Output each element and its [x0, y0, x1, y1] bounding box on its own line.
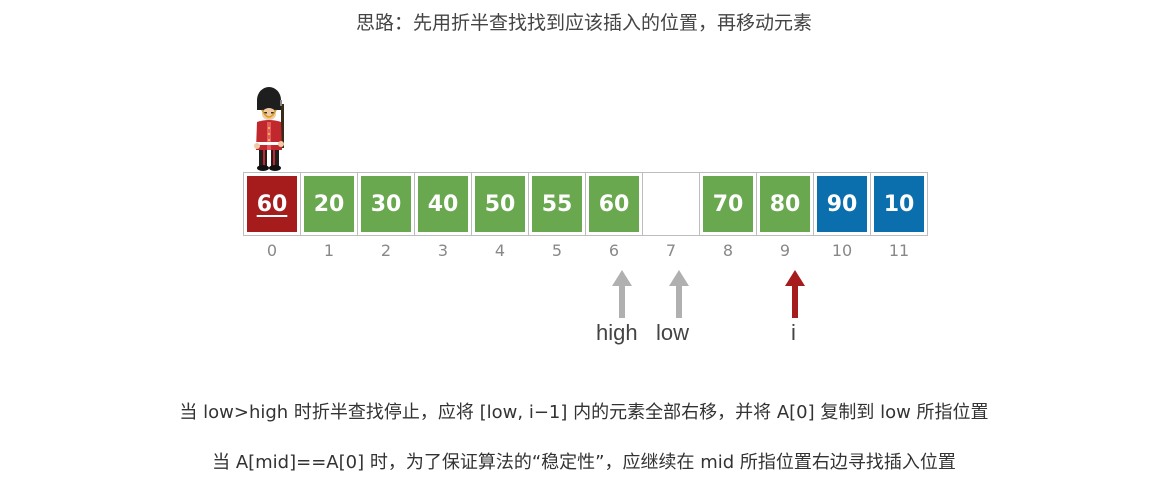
- cell-10-value: 90: [817, 176, 867, 232]
- low-pointer-arrow-icon: [669, 270, 689, 318]
- guard-sentinel-icon: [254, 87, 284, 171]
- i-pointer-arrow-icon: [785, 270, 805, 318]
- note-line-2: 当 A[mid]==A[0] 时，为了保证算法的“稳定性”，应继续在 mid 所…: [212, 452, 956, 473]
- index-label-2: 2: [380, 241, 392, 260]
- index-label-3: 3: [437, 241, 449, 260]
- cell-9-value: 80: [760, 176, 810, 232]
- cell-7-value: [646, 176, 696, 232]
- high-pointer-arrow-icon: [612, 270, 632, 318]
- index-label-7: 7: [665, 241, 677, 260]
- array-cell-0: 60: [243, 172, 301, 236]
- note-line-1: 当 low>high 时折半查找停止，应将 [low, i−1] 内的元素全部右…: [179, 402, 989, 423]
- index-label-1: 1: [323, 241, 335, 260]
- cell-2-value: 30: [361, 176, 411, 232]
- array-cell-4: 50: [471, 172, 529, 236]
- index-label-9: 9: [779, 241, 791, 260]
- index-label-10: 10: [831, 241, 853, 260]
- array-cell-11: 10: [870, 172, 928, 236]
- index-label-5: 5: [551, 241, 563, 260]
- index-label-11: 11: [888, 241, 910, 260]
- cell-3-value: 40: [418, 176, 468, 232]
- array-cell-6: 60: [585, 172, 643, 236]
- array-cell-5: 55: [528, 172, 586, 236]
- cell-8-value: 70: [703, 176, 753, 232]
- index-label-4: 4: [494, 241, 506, 260]
- i-label: i: [791, 320, 796, 345]
- sentinel-value: 60: [247, 176, 297, 232]
- low-label: low: [656, 320, 690, 345]
- array-cell-7: [642, 172, 700, 236]
- index-label-6: 6: [608, 241, 620, 260]
- index-label-8: 8: [722, 241, 734, 260]
- cell-5-value: 55: [532, 176, 582, 232]
- diagram-title: 思路：先用折半查找找到应该插入的位置，再移动元素: [355, 12, 812, 34]
- high-label: high: [596, 320, 638, 345]
- array-cell-3: 40: [414, 172, 472, 236]
- array-cell-8: 70: [699, 172, 757, 236]
- cell-11-value: 10: [874, 176, 924, 232]
- array-cell-9: 80: [756, 172, 814, 236]
- cell-6-value: 60: [589, 176, 639, 232]
- cell-1-value: 20: [304, 176, 354, 232]
- cell-4-value: 50: [475, 176, 525, 232]
- index-label-0: 0: [266, 241, 278, 260]
- array-cells: 60 20 30 40 50 55 60 70 80 90 10: [243, 172, 928, 236]
- array-cell-10: 90: [813, 172, 871, 236]
- array-cell-1: 20: [300, 172, 358, 236]
- cell-0-value: 60: [256, 191, 288, 217]
- array-cell-2: 30: [357, 172, 415, 236]
